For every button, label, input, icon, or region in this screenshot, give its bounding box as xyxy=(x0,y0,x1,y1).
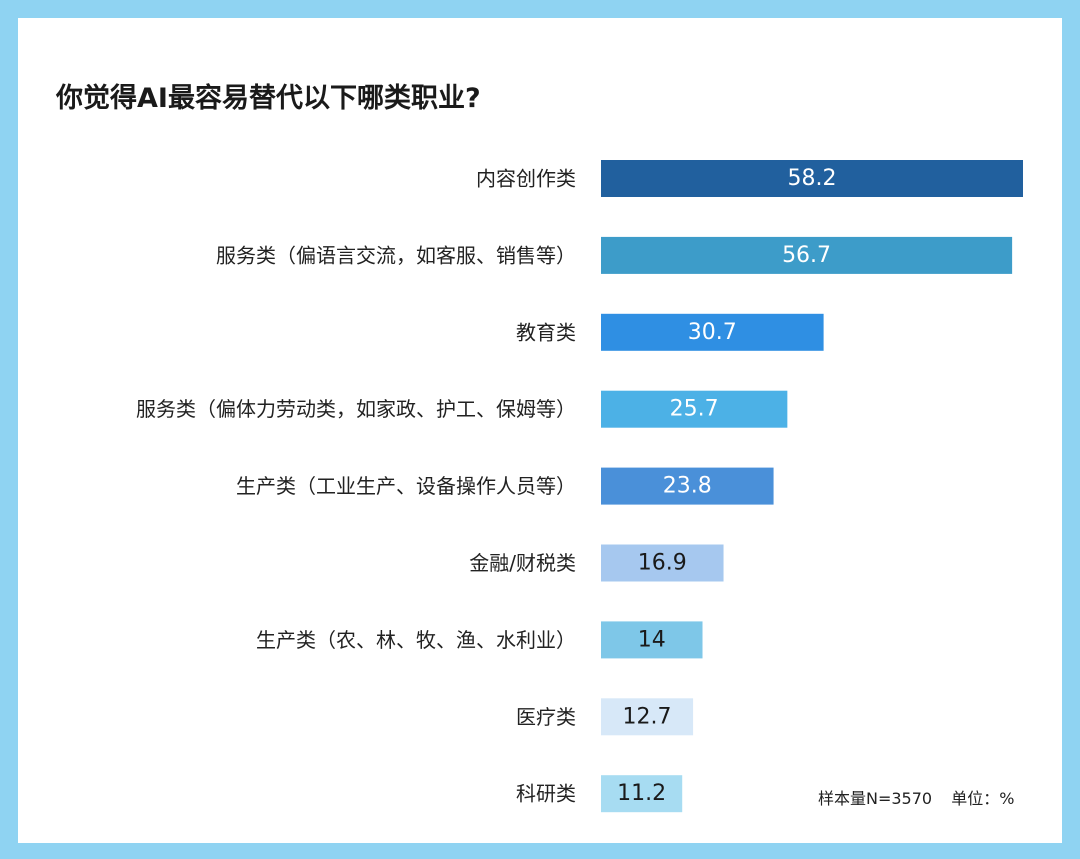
value-label-4: 23.8 xyxy=(663,474,712,499)
value-label-1: 56.7 xyxy=(782,243,831,268)
bar-chart: 内容创作类 58.2 服务类（偏语言交流，如客服、销售等） 56.7 教育类 30.7 服务… xyxy=(136,160,1023,813)
category-label-8: 科研类 xyxy=(516,782,576,806)
category-label-7: 医疗类 xyxy=(516,705,576,729)
bar-5 xyxy=(601,544,724,582)
chart-panel: 你觉得AI最容易替代以下哪类职业? 内容创作类 58.2 服务类（偏语言交流，如客服… xyxy=(18,18,1062,843)
bar-1 xyxy=(601,236,1013,274)
bar-3 xyxy=(601,390,788,428)
bar-8 xyxy=(601,775,683,813)
chart-title: 你觉得AI最容易替代以下哪类职业? xyxy=(56,83,481,114)
chart-note: 样本量N=3570 单位：% xyxy=(818,785,1028,809)
category-label-5: 金融/财税类 xyxy=(469,551,576,575)
unit-note: 单位：% xyxy=(951,789,1015,808)
category-label-0: 内容创作类 xyxy=(476,167,576,191)
bar-7 xyxy=(601,698,694,736)
category-label-4: 生产类（工业生产、设备操作人员等） xyxy=(236,474,576,498)
value-label-3: 25.7 xyxy=(670,397,719,422)
value-label-7: 12.7 xyxy=(623,704,672,729)
value-label-5: 16.9 xyxy=(638,551,687,576)
sample-size-note: 样本量N=3570 xyxy=(818,789,933,808)
bar-0 xyxy=(601,160,1023,197)
value-label-8: 11.2 xyxy=(617,781,666,806)
category-label-3: 服务类（偏体力劳动类，如家政、护工、保姆等） xyxy=(136,397,576,421)
category-label-2: 教育类 xyxy=(516,320,576,344)
category-label-6: 生产类（农、林、牧、渔、水利业） xyxy=(256,628,576,652)
value-label-6: 14 xyxy=(638,627,666,652)
value-label-0: 58.2 xyxy=(788,166,837,191)
bar-6 xyxy=(601,621,703,659)
bar-2 xyxy=(601,313,824,351)
category-label-1: 服务类（偏语言交流，如客服、销售等） xyxy=(216,243,576,267)
bar-4 xyxy=(601,467,774,505)
value-label-2: 30.7 xyxy=(688,320,737,345)
